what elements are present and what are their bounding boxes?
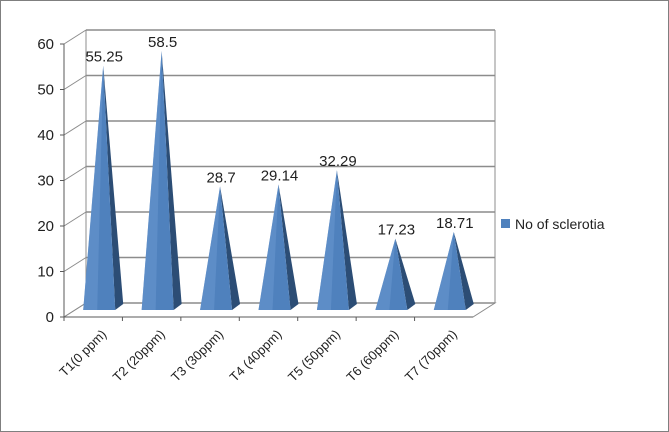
side-gridline	[63, 166, 87, 181]
pyramid-highlight	[375, 238, 396, 310]
pyramid-bar	[316, 170, 357, 310]
pyramid-highlight	[200, 186, 221, 310]
x-tick-label: T6 (60ppm)	[343, 327, 401, 385]
y-tick-label: 50	[37, 82, 54, 99]
pyramid-bar	[83, 65, 124, 310]
side-gridline	[63, 211, 87, 227]
x-tick-label: T4 (40ppm)	[226, 327, 284, 385]
x-tick-label: T2 (20ppm)	[110, 327, 168, 385]
data-label: 58.5	[148, 34, 177, 51]
pyramid-side-face	[278, 184, 299, 310]
legend-swatch	[501, 219, 510, 228]
legend-label: No of sclerotia	[515, 216, 605, 232]
y-tick-label: 40	[37, 127, 54, 144]
side-gridline	[63, 257, 87, 272]
data-labels: 55.25 58.5 28.7 29.14 32.29 17.23 18.71	[85, 34, 473, 239]
x-tick-label: T5 (50ppm)	[285, 327, 343, 385]
pyramid-side-face	[161, 50, 182, 310]
legend: No of sclerotia	[501, 216, 605, 232]
x-tick-label: T3 (30ppm)	[168, 327, 226, 385]
pyramid-side-face	[395, 238, 416, 310]
pyramid-bar	[200, 186, 241, 310]
pyramid-highlight	[141, 50, 162, 310]
pyramid-bar	[375, 238, 416, 310]
pyramid-highlight	[258, 184, 279, 310]
y-tick-label: 10	[37, 264, 54, 281]
data-label: 17.23	[378, 222, 416, 239]
y-tick-label: 60	[37, 36, 54, 53]
y-tick-label: 20	[37, 218, 54, 235]
pyramid-bar	[258, 184, 299, 310]
pyramid-highlight	[316, 170, 337, 310]
data-label: 32.29	[319, 153, 357, 170]
side-gridline	[63, 120, 87, 136]
pyramid-highlight	[83, 65, 104, 310]
x-tick-label: T1(0 ppm)	[56, 327, 109, 380]
pyramid-bar	[433, 231, 474, 310]
y-tick-label: 30	[37, 173, 54, 190]
y-tick-label: 0	[46, 309, 54, 326]
data-label: 55.25	[85, 49, 123, 66]
x-tick-labels: T1(0 ppm) T2 (20ppm) T3 (30ppm) T4 (40ppm) T…	[56, 327, 460, 385]
x-tick-label: T7 (70ppm)	[402, 327, 460, 385]
bars	[83, 50, 474, 310]
pyramid-side-face	[220, 186, 241, 310]
pyramid-bar	[141, 50, 182, 310]
side-gridline	[63, 75, 87, 90]
pyramid-side-face	[336, 170, 357, 310]
pyramid-side-face	[103, 65, 124, 310]
side-gridline	[63, 29, 87, 45]
data-label: 18.71	[436, 215, 474, 232]
data-label: 28.7	[206, 169, 235, 186]
pyramid-side-face	[453, 231, 474, 310]
data-label: 29.14	[261, 167, 299, 184]
axes: 0 10 20 30 40 50 60	[37, 36, 473, 326]
pyramid-highlight	[433, 231, 454, 310]
